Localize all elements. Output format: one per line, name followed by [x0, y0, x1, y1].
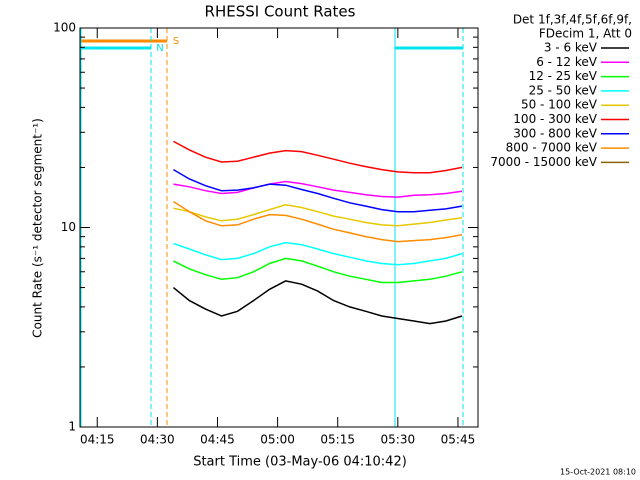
series-line — [173, 257, 463, 284]
y-axis-label: Count Rate (s⁻¹ detector segment⁻¹) — [31, 118, 45, 338]
series-line — [173, 140, 463, 174]
x-tick-label: 05:30 — [381, 433, 416, 447]
y-tick-label: 100 — [53, 21, 76, 35]
x-tick-label: 04:45 — [200, 433, 235, 447]
series-line — [172, 200, 463, 243]
series-line — [173, 168, 463, 213]
legend-label: 50 - 100 keV — [521, 98, 598, 112]
x-tick-label: 05:45 — [441, 433, 476, 447]
x-tick-label: 04:30 — [140, 433, 175, 447]
x-tick-label: 05:15 — [320, 433, 355, 447]
legend-label: 300 - 800 keV — [513, 126, 597, 140]
flag-label: S — [173, 36, 179, 47]
x-tick-label: 04:15 — [80, 433, 115, 447]
series-line — [172, 280, 463, 325]
y-tick-label: 1 — [68, 420, 76, 434]
legend-header: FDecim 1, Att 0 — [539, 27, 632, 41]
chart-title: RHESSI Count Rates — [205, 3, 356, 21]
legend-label: 100 - 300 keV — [513, 112, 597, 126]
y-tick-label: 10 — [61, 220, 76, 234]
legend-label: 800 - 7000 keV — [506, 141, 598, 155]
series-line — [173, 241, 463, 266]
legend-label: 25 - 50 keV — [529, 83, 598, 97]
flag-label: N — [156, 43, 163, 54]
footer: 15-Oct-2021 08:10 — [560, 468, 636, 477]
legend-header: Det 1f,3f,4f,5f,6f,9f, — [513, 13, 632, 27]
legend-label: 6 - 12 keV — [536, 55, 598, 69]
legend-label: 3 - 6 keV — [544, 41, 598, 55]
x-axis-label: Start Time (03-May-06 04:10:42) — [193, 455, 407, 470]
legend-label: 7000 - 15000 keV — [490, 155, 597, 169]
x-tick-label: 05:00 — [260, 433, 295, 447]
series-line — [173, 180, 463, 198]
series-line — [173, 204, 463, 227]
legend-label: 12 - 25 keV — [529, 69, 598, 83]
